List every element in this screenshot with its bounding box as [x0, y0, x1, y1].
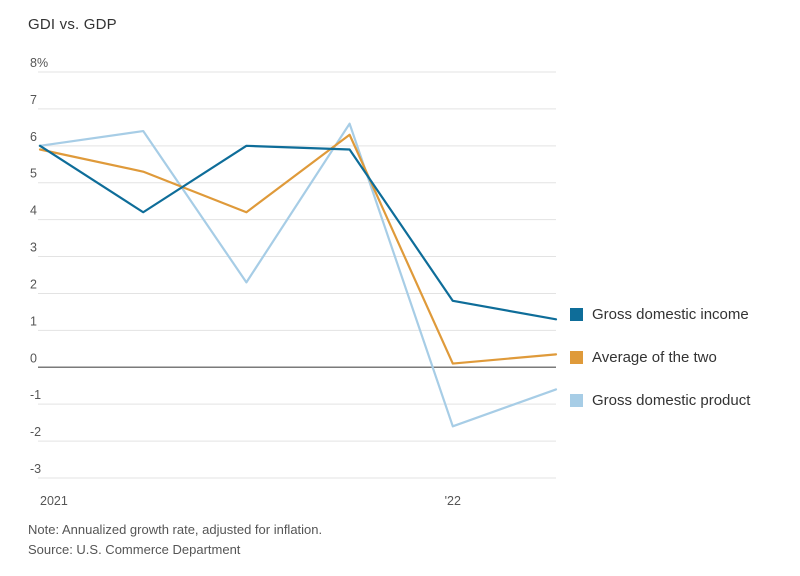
x-axis-tick-label: '22: [445, 494, 461, 508]
y-axis-tick-label: -2: [30, 425, 41, 439]
chart-source: Source: U.S. Commerce Department: [28, 542, 241, 557]
legend-label: Gross domestic income: [592, 306, 749, 323]
series-line-gross-domestic-income: [38, 144, 558, 321]
legend-item: Average of the two: [570, 349, 750, 366]
series-line-gross-domestic-product: [38, 122, 558, 428]
legend-label: Gross domestic product: [592, 392, 751, 409]
y-axis-tick-label: 8%: [30, 56, 48, 70]
legend: Gross domestic income Average of the two G…: [570, 306, 750, 435]
y-axis-tick-label: 7: [30, 93, 37, 107]
chart-title: GDI vs. GDP: [28, 16, 117, 33]
y-axis-tick-label: 4: [30, 204, 37, 218]
y-axis-tick-label: 6: [30, 130, 37, 144]
legend-label: Average of the two: [592, 349, 717, 366]
legend-swatch: [570, 308, 583, 321]
y-axis-tick-label: -3: [30, 462, 41, 476]
y-axis-tick-label: 3: [30, 241, 37, 255]
y-axis-tick-label: 2: [30, 277, 37, 291]
y-axis-tick-label: 0: [30, 351, 37, 365]
footnotes: Note: Annualized growth rate, adjusted f…: [28, 520, 322, 560]
y-axis-tick-label: 1: [30, 314, 37, 328]
legend-item: Gross domestic income: [570, 306, 750, 323]
series-line-average-of-the-two: [38, 133, 558, 365]
legend-swatch: [570, 351, 583, 364]
legend-item: Gross domestic product: [570, 392, 750, 409]
y-axis-tick-label: -1: [30, 388, 41, 402]
x-axis-tick-label: 2021: [40, 494, 68, 508]
y-axis-tick-label: 5: [30, 167, 37, 181]
chart-note: Note: Annualized growth rate, adjusted f…: [28, 522, 323, 537]
legend-swatch: [570, 394, 583, 407]
